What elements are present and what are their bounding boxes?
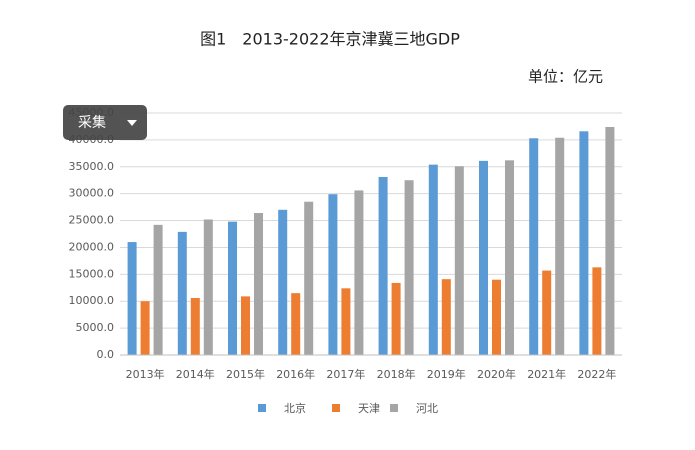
- bar: [479, 160, 488, 355]
- plot-area: 0.0 5000.0 10000.0 15000.0 20000.0 25000.0 300…: [69, 106, 622, 415]
- bar: [529, 138, 539, 355]
- bar: [441, 279, 451, 355]
- bar: [241, 296, 250, 355]
- bar: [605, 126, 615, 355]
- x-tick-label: 2019年: [427, 367, 466, 381]
- bar: [254, 213, 263, 355]
- x-tick-label: 2022年: [577, 367, 616, 381]
- unit-label: 单位：亿元: [528, 68, 603, 86]
- chart-title: 图1 2013-2022年京津冀三地GDP: [200, 30, 460, 49]
- y-tick-label: 0.0: [97, 348, 115, 361]
- bar: [177, 231, 187, 355]
- x-tick-label: 2013年: [126, 367, 165, 381]
- bar: [304, 201, 314, 355]
- x-tick-label: 2017年: [326, 367, 365, 381]
- legend-swatch: [258, 404, 266, 412]
- y-tick-label: 35000.0: [69, 160, 115, 173]
- legend-label: 北京: [284, 401, 306, 415]
- y-tick-label: 20000.0: [69, 240, 115, 253]
- bar: [505, 160, 514, 355]
- legend-label: 天津: [358, 402, 380, 415]
- bar: [492, 279, 501, 355]
- y-tick-label: 30000.0: [69, 187, 115, 200]
- bar: [190, 297, 200, 355]
- button-bg[interactable]: [63, 105, 147, 140]
- bar: [542, 270, 552, 355]
- bar: [454, 166, 464, 355]
- bar: [140, 301, 150, 355]
- legend-swatch: [332, 404, 340, 412]
- bar: [579, 131, 589, 355]
- x-tick-label: 2015年: [226, 367, 265, 381]
- y-tick-label: 10000.0: [69, 294, 115, 307]
- bar: [228, 221, 237, 355]
- x-tick-label: 2020年: [477, 367, 516, 381]
- bar: [341, 288, 351, 355]
- bar: [203, 219, 213, 355]
- button-label[interactable]: 采集: [78, 114, 106, 131]
- bar: [391, 282, 401, 355]
- dropdown-arrow[interactable]: [127, 120, 137, 126]
- y-tick-label: 15000.0: [69, 267, 115, 280]
- x-tick-label: 2018年: [377, 367, 416, 381]
- legend-label: 河北: [416, 402, 438, 415]
- bar: [354, 190, 364, 355]
- legend-swatch: [390, 404, 398, 412]
- bar: [328, 194, 338, 355]
- x-tick-label: 2016年: [276, 367, 315, 381]
- bar: [404, 180, 414, 355]
- bar: [127, 242, 137, 355]
- bar: [555, 137, 565, 355]
- bar: [153, 224, 163, 355]
- bar: [592, 267, 602, 355]
- y-tick-label: 5000.0: [76, 321, 115, 334]
- bar: [428, 164, 438, 355]
- collect-button[interactable]: 采集: [63, 105, 147, 140]
- y-tick-label: 25000.0: [69, 214, 115, 227]
- x-tick-label: 2014年: [176, 367, 215, 381]
- x-tick-label: 2021年: [527, 367, 566, 381]
- bar: [291, 293, 301, 355]
- bar: [278, 209, 288, 355]
- bar: [378, 176, 388, 355]
